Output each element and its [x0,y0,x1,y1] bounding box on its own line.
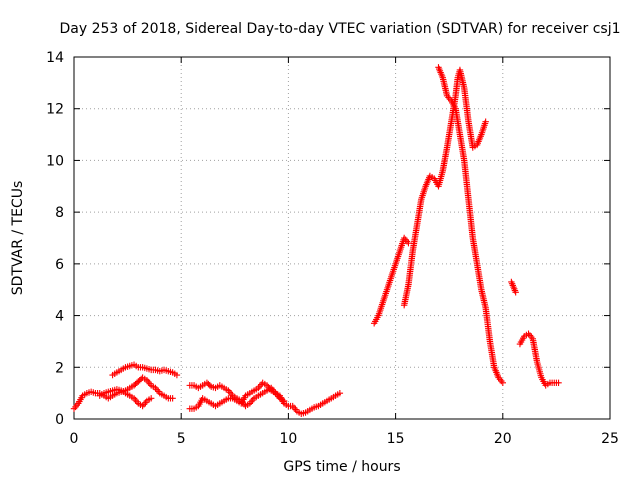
series-seg-9 [508,278,519,296]
data-point [336,389,344,397]
data-point [147,395,155,402]
data-point [280,397,288,405]
y-tick-label: 0 [55,412,64,428]
y-tick-label: 2 [55,360,64,376]
data-point [555,379,562,386]
data-points [70,64,562,418]
data-point [499,379,506,386]
series-seg-10 [516,330,562,389]
y-tick-label: 4 [55,309,64,325]
data-point [173,371,181,379]
y-tick-label: 6 [55,257,64,273]
series-seg-1 [70,374,176,412]
chart-title: Day 253 of 2018, Sidereal Day-to-day VTE… [59,21,620,37]
y-tick-label: 10 [46,153,64,169]
data-point [206,382,213,389]
y-axis-label: SDTVAR / TECUs [10,181,26,296]
series-seg-6 [370,234,412,327]
series-seg-2 [109,361,181,379]
y-tick-label: 8 [55,205,64,221]
x-tick-label: 20 [494,431,512,447]
data-point [512,289,519,296]
y-tick-label: 12 [46,102,64,118]
data-point [405,239,412,247]
data-point [482,118,489,125]
x-tick-label: 5 [177,431,186,447]
y-tick-label: 14 [46,50,64,66]
series-seg-5 [186,379,288,410]
x-tick-label: 25 [601,431,619,447]
axis-ticks: 0 5 10 15 20 25 0 2 4 6 8 10 12 14 [46,50,619,447]
series-seg-3 [96,386,155,410]
x-tick-label: 0 [70,431,79,447]
series-seg-8 [435,64,506,386]
x-tick-label: 10 [279,431,297,447]
series-seg-7 [400,66,489,309]
plot-frame [73,56,611,420]
grid [74,57,610,419]
x-axis-label: GPS time / hours [283,459,400,475]
x-tick-label: 15 [387,431,405,447]
data-point [169,395,176,402]
